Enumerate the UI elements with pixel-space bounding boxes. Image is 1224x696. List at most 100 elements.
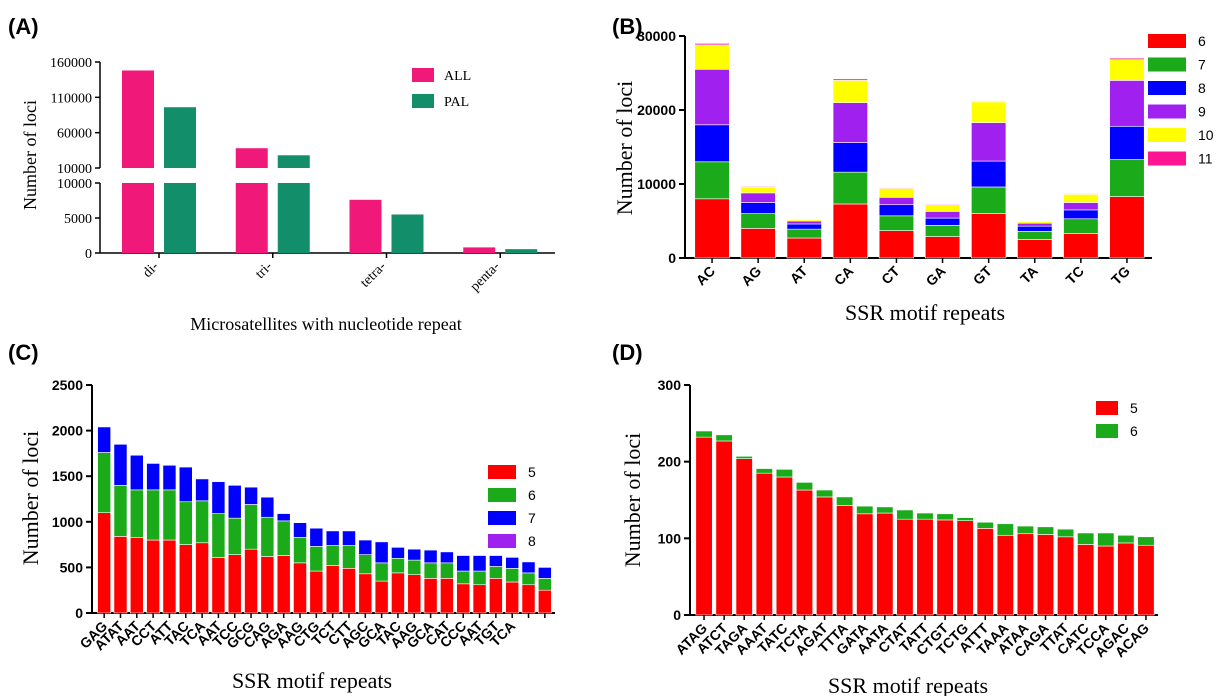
panel-c-bar-segment bbox=[472, 555, 487, 572]
panel-d-bar-segment bbox=[936, 519, 954, 616]
panel-c-bar-segment bbox=[276, 520, 291, 556]
panel-b-bar-segment bbox=[924, 203, 961, 206]
panel-c-bar-segment bbox=[325, 530, 340, 546]
panel-c-bar-segment bbox=[342, 545, 356, 569]
panel-c-bar-segment bbox=[456, 583, 471, 614]
panel-c-bar-segment bbox=[472, 570, 487, 586]
panel-c-bar-segment bbox=[178, 466, 193, 503]
panel-c-bar-segment bbox=[505, 581, 520, 614]
panel-d-y-tick-label: 300 bbox=[658, 377, 682, 393]
panel-b-bar-segment bbox=[1063, 209, 1099, 220]
panel-c-bar-segment bbox=[211, 513, 226, 558]
panel-d-bar-segment bbox=[1137, 544, 1155, 616]
panel-c-bar-segment bbox=[162, 489, 177, 541]
panel-d-bar-segment bbox=[795, 489, 814, 616]
panel-b-bar-segment bbox=[1109, 125, 1145, 160]
panel-d-bar-segment bbox=[1117, 542, 1135, 616]
panel-c-bar-segment bbox=[195, 500, 209, 544]
panel-d-bar-segment bbox=[836, 505, 854, 616]
panel-c-bar-segment bbox=[391, 547, 405, 559]
panel-d-bar-segment bbox=[695, 436, 713, 616]
panel-c-bar-segment bbox=[423, 549, 438, 564]
panel-b-bar-segment bbox=[878, 230, 915, 259]
panel-c-legend-label: 5 bbox=[528, 464, 536, 480]
panel-b-bar-segment bbox=[878, 204, 915, 217]
panel-d-bar-segment bbox=[775, 476, 793, 616]
panel-b-bar-segment bbox=[786, 220, 822, 225]
panel-c-bar-segment bbox=[260, 496, 275, 518]
panel-b-bar-segment bbox=[740, 192, 776, 203]
panel-a-ylabel: Number of loci bbox=[20, 100, 40, 210]
panel-b-legend-swatch bbox=[1148, 81, 1186, 95]
panel-b-bar-segment bbox=[740, 213, 776, 229]
panel-c-bar-segment bbox=[227, 517, 242, 555]
panel-b-legend-swatch bbox=[1148, 57, 1186, 72]
panel-b-legend-swatch bbox=[1148, 151, 1186, 166]
panel-c-bar-segment bbox=[309, 527, 324, 547]
panel-a-x-tick-label: tri- bbox=[253, 259, 276, 282]
panel-b-bar-segment bbox=[1017, 239, 1053, 259]
panel-c-y-tick-label: 1000 bbox=[52, 514, 83, 530]
panel-d-bar-segment bbox=[896, 509, 914, 520]
panel-b-bar-segment bbox=[1017, 231, 1053, 240]
panel-d-bar-segment bbox=[755, 472, 773, 616]
panel-b-legend-swatch bbox=[1148, 34, 1186, 48]
panel-c-bar-segment bbox=[146, 463, 160, 491]
panel-b-bar-segment bbox=[1063, 193, 1099, 195]
panel-b-x-tick-label: GA bbox=[923, 263, 949, 289]
panel-b-x-tick-label: CT bbox=[878, 262, 903, 287]
panel-b-bar-segment bbox=[740, 186, 776, 194]
panel-c-bar-segment bbox=[113, 485, 128, 537]
panel-c-bar-segment bbox=[244, 486, 258, 505]
panel-c-bar-segment bbox=[244, 548, 258, 614]
panel-d-y-tick-label: 100 bbox=[658, 530, 682, 546]
panel-c-bar-segment bbox=[391, 557, 405, 574]
panel-b-bar-segment bbox=[1017, 225, 1053, 232]
panel-c-bar-segment bbox=[195, 542, 209, 614]
panel-c-bar-segment bbox=[374, 562, 389, 582]
panel-b-bar-segment bbox=[694, 44, 730, 70]
panel-c-y-tick-label: 2000 bbox=[52, 423, 83, 439]
panel-c-bar-segment bbox=[129, 489, 144, 538]
panel-b-bar-segment bbox=[832, 80, 868, 103]
panel-b-x-tick-label: AC bbox=[693, 263, 719, 289]
panel-b-bar-segment bbox=[1109, 196, 1145, 259]
panel-d-bar-segment bbox=[916, 518, 934, 616]
panel-c-bar-segment bbox=[505, 557, 520, 569]
panel-d-bar-segment bbox=[1016, 525, 1034, 535]
panel-a-bar bbox=[391, 214, 424, 253]
panel-d-bar-segment bbox=[956, 520, 974, 616]
panel-c-bar-segment bbox=[195, 478, 209, 502]
panel-d-bar-segment bbox=[976, 528, 994, 616]
panel-c-bar-segment bbox=[521, 572, 536, 586]
panel-d-bar-segment bbox=[1077, 532, 1095, 545]
panel-d-bar-segment bbox=[715, 434, 733, 442]
panel-b-bar-segment bbox=[1063, 194, 1099, 203]
panel-b-legend-label: 9 bbox=[1198, 104, 1206, 120]
panel-c-bar-segment bbox=[538, 578, 552, 591]
panel-c-bar-segment bbox=[489, 566, 503, 579]
panel-c-legend-swatch bbox=[488, 465, 516, 479]
panel-d-legend-label: 6 bbox=[1130, 423, 1138, 439]
panel-a-bar bbox=[235, 183, 268, 253]
panel-d-bar-segment bbox=[1097, 532, 1115, 547]
panel-b-bar-segment bbox=[1017, 222, 1053, 227]
panel-c-ylabel: Number of loci bbox=[18, 431, 43, 565]
panel-b-bar-segment bbox=[694, 198, 730, 259]
panel-c-bar-segment bbox=[342, 530, 356, 546]
panel-c-bar-segment bbox=[244, 504, 258, 550]
panel-c-bar-segment bbox=[325, 565, 340, 614]
panel-a-xlabel: Microsatellites with nucleotide repeat bbox=[190, 314, 461, 334]
panel-a-x-tick-label: tetra- bbox=[358, 259, 390, 291]
panel-d-legend-label: 5 bbox=[1130, 400, 1138, 416]
panel-c-bar-segment bbox=[129, 454, 144, 491]
panel-b-bar-segment bbox=[1063, 218, 1099, 234]
panel-b-legend-label: 8 bbox=[1198, 80, 1206, 96]
panel-c-xlabel: SSR motif repeats bbox=[232, 668, 392, 693]
panel-c-legend-label: 7 bbox=[528, 510, 536, 526]
panel-b-bar-segment bbox=[924, 211, 961, 219]
panel-a-y-tick-label: 0 bbox=[85, 247, 92, 262]
panel-b-bar-segment bbox=[971, 101, 1007, 123]
panel-c-bar-segment bbox=[211, 481, 226, 514]
panel-d-legend-swatch bbox=[1096, 401, 1118, 415]
